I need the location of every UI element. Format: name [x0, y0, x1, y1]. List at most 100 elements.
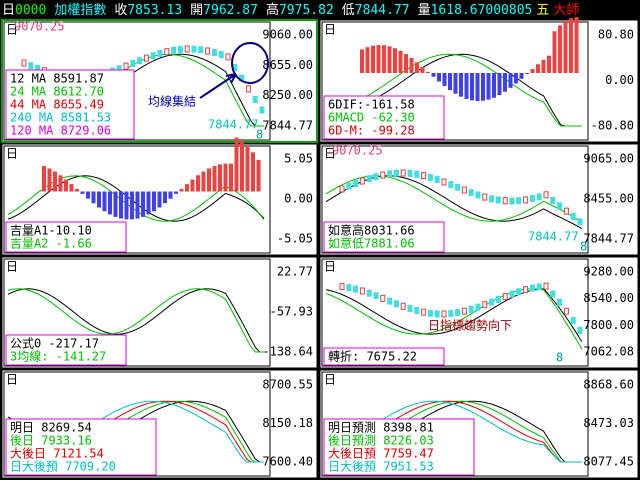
candle	[577, 326, 583, 334]
histogram-bar	[360, 49, 364, 73]
histogram-bar	[157, 191, 162, 208]
candle	[21, 59, 27, 67]
histogram-bar	[245, 145, 250, 192]
histogram-bar	[234, 137, 239, 192]
panel-period: 日	[324, 23, 336, 37]
candle	[543, 191, 549, 199]
histogram-bar	[536, 64, 540, 73]
candle	[523, 286, 529, 294]
plot-area	[321, 258, 589, 367]
histogram-bar	[97, 191, 101, 208]
histogram-bar	[135, 191, 140, 219]
histogram-bar	[365, 47, 370, 73]
histogram-bar	[503, 73, 507, 92]
legend-box	[323, 95, 445, 140]
histogram-bar	[464, 73, 469, 99]
histogram-bar	[448, 73, 452, 91]
y-tick-label: 5.05	[284, 152, 313, 166]
candle	[441, 178, 447, 186]
candle	[421, 172, 427, 180]
histogram-bar	[371, 45, 375, 73]
histogram-bar	[574, 17, 579, 74]
histogram-bar	[382, 45, 386, 73]
legend-entry: 44 MA 8655.49	[10, 98, 104, 112]
candle	[563, 207, 569, 215]
candle	[366, 175, 372, 183]
y-tick-label: 8250.00	[262, 88, 313, 102]
y-tick-label: 80.80	[598, 28, 634, 42]
histogram-bar	[256, 159, 261, 192]
candle	[414, 307, 420, 315]
candle	[570, 212, 576, 220]
histogram-bar	[47, 168, 52, 192]
candle	[536, 193, 542, 201]
histogram-bar	[212, 166, 217, 192]
y-tick-label: -5.05	[277, 232, 313, 246]
candle	[529, 284, 535, 292]
annotation: 8	[256, 128, 263, 142]
candle	[461, 307, 467, 315]
histogram-bar	[185, 184, 189, 192]
histogram-bar	[141, 191, 145, 217]
quote-field: 日	[2, 3, 15, 18]
histogram-bar	[207, 168, 211, 192]
candle	[380, 294, 386, 302]
candle	[387, 170, 393, 178]
candle	[434, 310, 440, 318]
annotation: 8	[556, 351, 563, 365]
legend-box	[5, 221, 127, 253]
histogram-bar	[525, 73, 529, 74]
candle	[516, 288, 522, 296]
candle	[427, 309, 433, 317]
histogram-bar	[102, 191, 107, 212]
candle	[143, 54, 149, 62]
candle	[400, 169, 406, 177]
plot-area	[321, 145, 589, 254]
candle	[509, 290, 515, 298]
candle	[198, 46, 204, 54]
histogram-bar	[558, 25, 562, 73]
histogram-bar	[409, 57, 414, 73]
legend-box	[5, 418, 157, 476]
plot-area	[3, 258, 271, 367]
annotation: 7844.77	[528, 230, 579, 244]
candle	[339, 283, 345, 291]
candle	[346, 182, 352, 190]
candle	[557, 202, 563, 210]
candle	[441, 310, 447, 318]
histogram-bar	[146, 191, 151, 215]
plot-area	[321, 371, 589, 477]
candle	[482, 301, 488, 309]
legend-entry: 12 MA 8591.87	[10, 72, 104, 86]
quote-field: 加權指數	[54, 3, 106, 18]
candle	[407, 305, 413, 313]
legend-entry: 轉折: 7675.22	[328, 349, 417, 364]
histogram-bar	[53, 171, 57, 192]
legend-box	[5, 69, 135, 140]
histogram-bar	[426, 71, 430, 73]
histogram-bar	[552, 31, 557, 74]
candle	[468, 305, 474, 313]
y-tick-label: -57.93	[270, 305, 313, 319]
legend-entry: 3均線: -141.27	[10, 349, 106, 364]
legend-entry: 如意低7881.06	[328, 236, 415, 251]
histogram-bar	[119, 191, 123, 219]
candle	[482, 193, 488, 201]
y-tick-label: 9060.00	[262, 28, 313, 42]
histogram-bar	[398, 50, 403, 73]
y-tick-label: 7800.00	[583, 318, 634, 332]
indicator-line	[325, 53, 582, 127]
candle	[455, 183, 461, 191]
histogram-bar	[514, 73, 518, 84]
highlight-circle	[231, 42, 269, 84]
legend-entry: 日大後預 7951.53	[328, 460, 434, 474]
y-tick-label: 7062.08	[583, 345, 634, 359]
histogram-bar	[420, 66, 425, 73]
histogram-bar	[437, 73, 441, 82]
histogram-bar	[393, 48, 397, 73]
histogram-bar	[453, 73, 458, 94]
candle	[543, 282, 549, 290]
annotation: 7844.77	[208, 118, 259, 132]
y-tick-label: 8540.00	[583, 291, 634, 305]
